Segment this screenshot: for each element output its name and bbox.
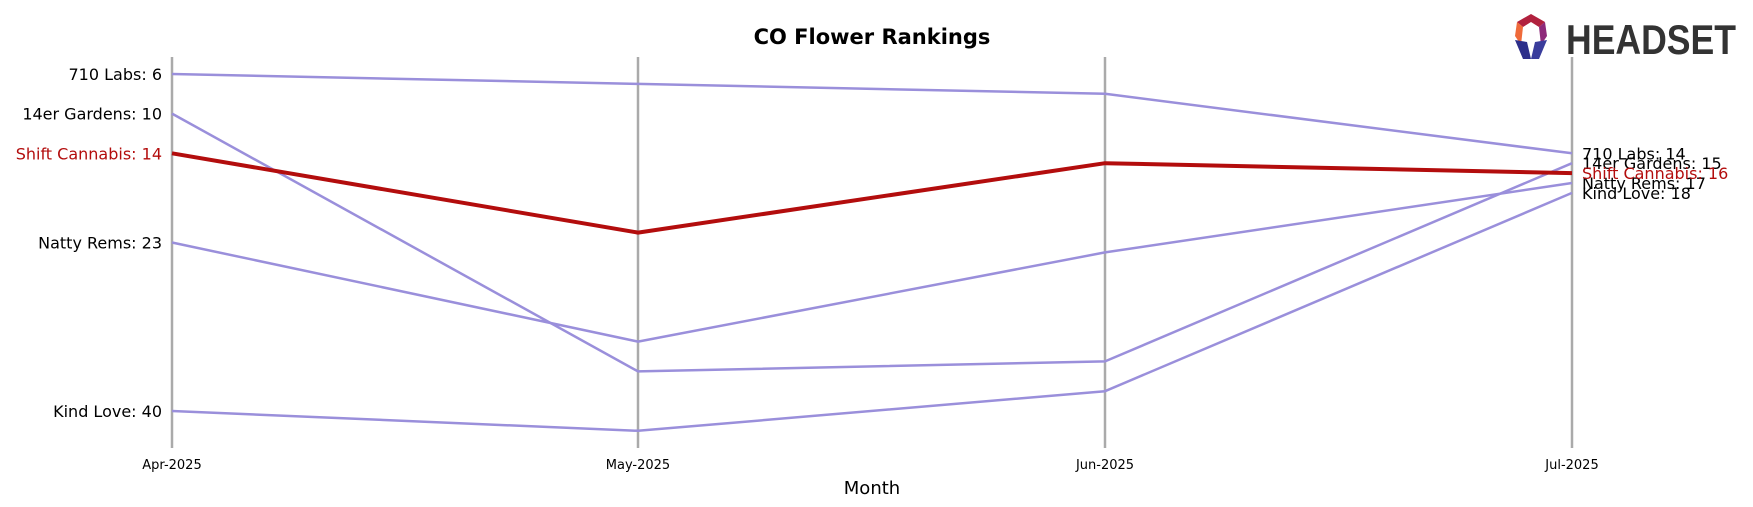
x-tick-label: Jun-2025	[1075, 458, 1134, 473]
x-tick-label: Apr-2025	[142, 458, 201, 473]
headset-logo: HEADSET	[1515, 14, 1736, 63]
end-value-label: 14er Gardens: 15	[1582, 154, 1722, 173]
x-axis-label: Month	[844, 478, 900, 499]
x-tick-label: May-2025	[606, 458, 670, 473]
x-tick-label: Jul-2025	[1544, 458, 1598, 473]
start-value-label: 14er Gardens: 10	[22, 105, 162, 124]
headset-logo-text: HEADSET	[1566, 16, 1736, 63]
end-value-label: Natty Rems: 17	[1582, 174, 1706, 193]
chart-title: CO Flower Rankings	[754, 25, 991, 49]
start-value-label: Kind Love: 40	[53, 402, 162, 421]
x-tick-labels: Apr-2025 May-2025 Jun-2025 Jul-2025	[142, 458, 1598, 473]
series-line	[171, 112, 1573, 373]
start-labels: 710 Labs: 6 14er Gardens: 10 Natty Rems: 2…	[16, 65, 162, 421]
headset-logo-icon	[1515, 14, 1547, 59]
start-value-label: 710 Labs: 6	[69, 65, 163, 84]
end-value-label: Shift Cannabis: 16	[1582, 164, 1728, 183]
series-line	[171, 151, 1573, 235]
series-line	[171, 181, 1573, 343]
start-value-label: Natty Rems: 23	[38, 234, 162, 253]
end-value-label: 710 Labs: 14	[1582, 144, 1686, 163]
series-line	[171, 72, 1573, 155]
end-value-label: Kind Love: 18	[1582, 184, 1691, 203]
series-lines	[171, 72, 1573, 433]
series-line	[171, 191, 1573, 433]
start-value-label: Shift Cannabis: 14	[16, 144, 162, 163]
